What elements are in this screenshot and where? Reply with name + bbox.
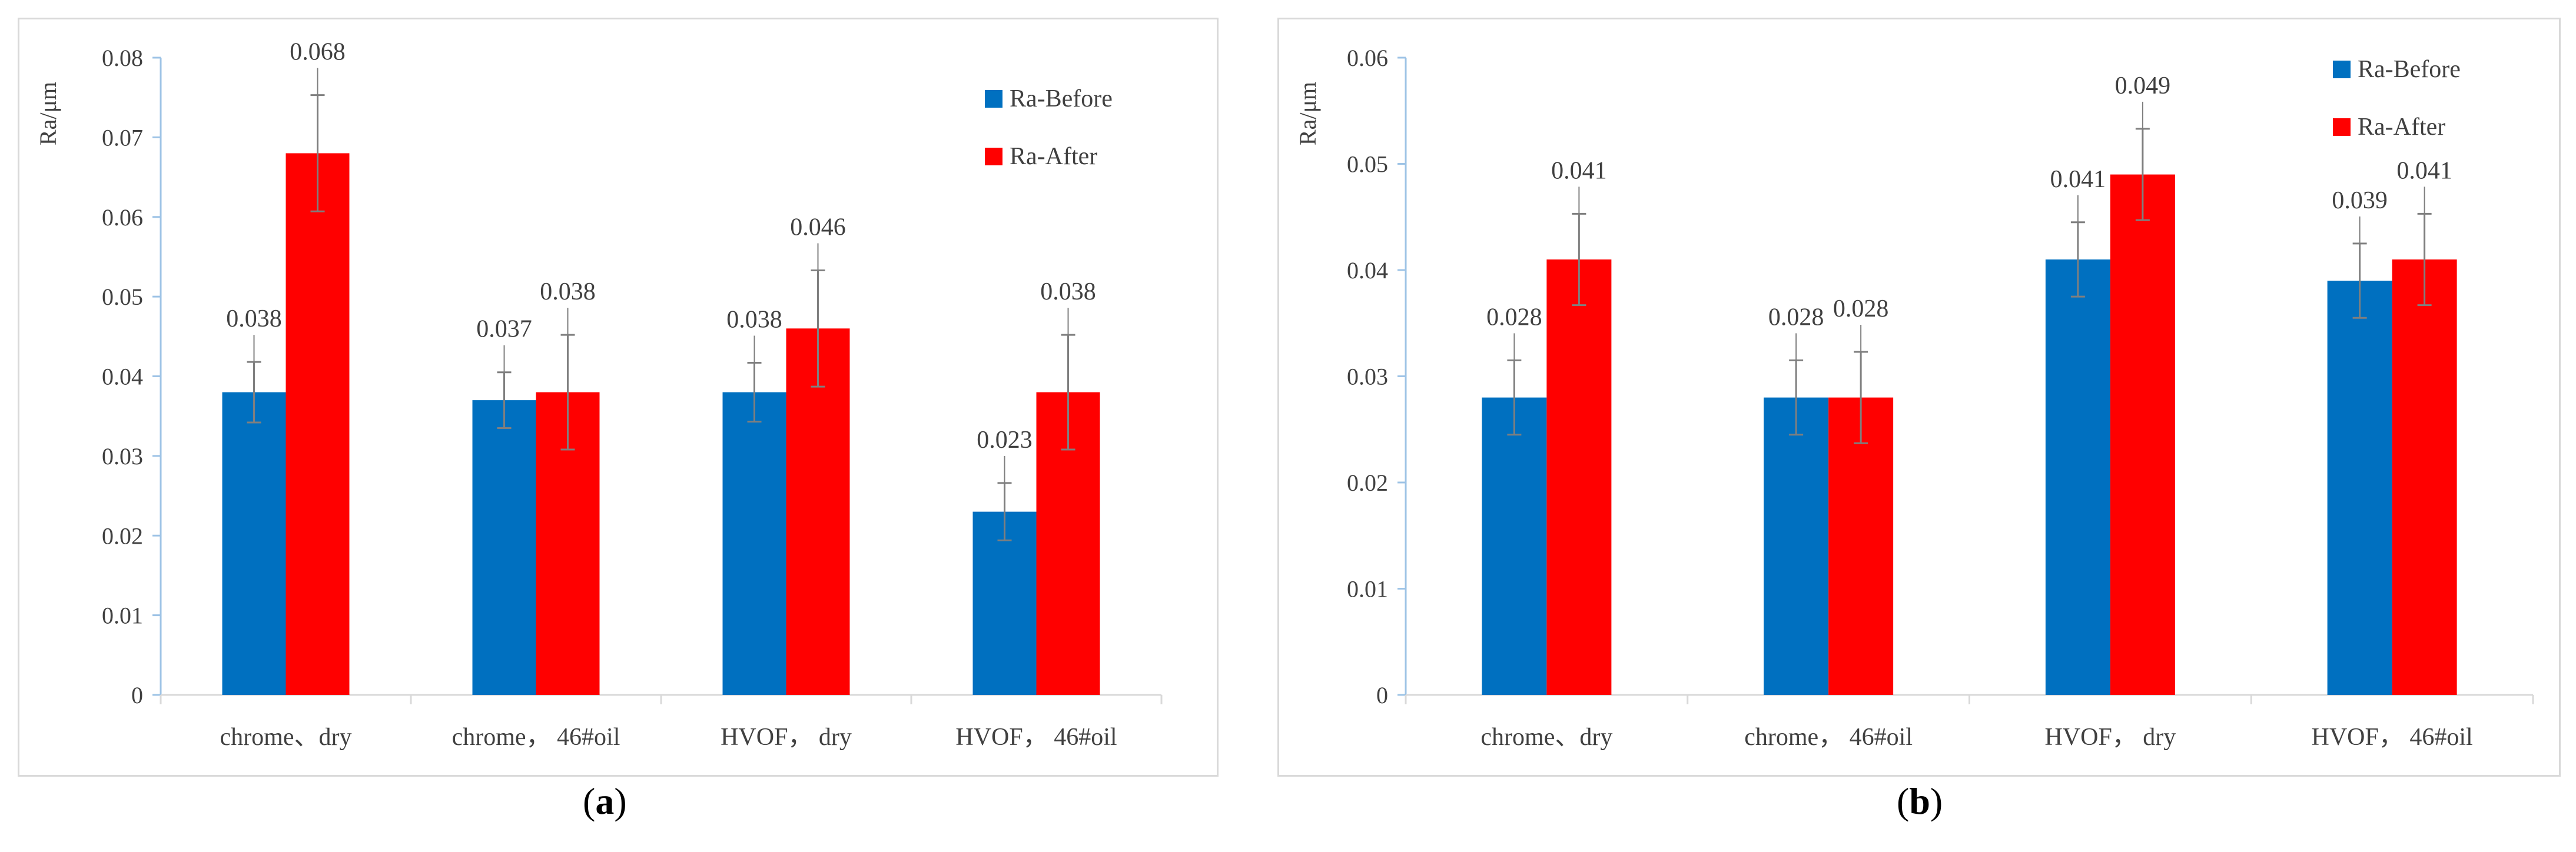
data-label: 0.039 (2332, 187, 2388, 214)
bar-ra-before (1764, 397, 1829, 695)
x-tick-label: chrome、dry (1480, 724, 1612, 751)
data-label: 0.028 (1768, 304, 1824, 331)
y-tick-label: 0.07 (102, 124, 143, 151)
bar-chart-a: 0 0.01 0.02 0.03 0.04 0.05 0.06 0.07 0.08 Ra/μm ch… (35, 39, 1163, 751)
bar-chart-b: 0 0.01 0.02 0.03 0.04 0.05 0.06 Ra/μm chrome、dry… (1294, 45, 2534, 751)
y-axis-title: Ra/μm (1294, 82, 1321, 145)
y-tick-label: 0.03 (1347, 364, 1388, 390)
y-tick-label: 0.06 (1347, 45, 1388, 71)
bar-ra-before (1482, 397, 1547, 695)
y-tick-label: 0 (131, 682, 143, 708)
data-label: 0.028 (1486, 304, 1542, 331)
bar-ra-after (1546, 259, 1612, 695)
y-tick-label: 0.06 (102, 204, 143, 231)
chart-panel-b: 0 0.01 0.02 0.03 0.04 0.05 0.06 Ra/μm chrome、dry… (1277, 18, 2561, 777)
data-label: 0.049 (2115, 72, 2171, 99)
caption-a: (a) (583, 780, 627, 822)
data-label: 0.041 (1551, 157, 1607, 184)
y-tick-label: 0 (1376, 682, 1388, 708)
legend-label: Ra-After (2358, 114, 2445, 141)
data-label: 0.046 (790, 214, 846, 241)
legend-swatch-ra-before (985, 90, 1002, 108)
data-label: 0.038 (1040, 278, 1096, 305)
x-tick-label: HVOF， 46#oil (2312, 724, 2473, 751)
data-label: 0.023 (977, 427, 1033, 454)
bar-ra-after (2110, 174, 2175, 695)
legend-label: Ra-Before (2358, 56, 2461, 83)
bar-ra-after (786, 328, 850, 695)
bar-ra-before (2327, 281, 2392, 695)
data-label: 0.068 (290, 39, 346, 66)
data-label: 0.041 (2050, 166, 2106, 193)
y-tick-label: 0.04 (1347, 257, 1388, 284)
data-label: 0.038 (540, 278, 596, 305)
legend-label: Ra-After (1010, 143, 1097, 170)
y-axis-title: Ra/μm (35, 82, 61, 145)
y-tick-label: 0.02 (102, 522, 143, 549)
legend-swatch-ra-before (2333, 61, 2351, 78)
bar-ra-before (972, 511, 1037, 695)
y-tick-label: 0.02 (1347, 470, 1388, 496)
x-tick-label: HVOF， dry (2044, 724, 2176, 751)
legend-label: Ra-Before (1010, 85, 1113, 112)
bar-ra-before (2045, 259, 2110, 695)
caption-a-letter: a (595, 780, 615, 822)
bar-ra-before (222, 392, 286, 695)
y-tick-label: 0.04 (102, 364, 143, 390)
data-label: 0.028 (1833, 295, 1889, 322)
data-label: 0.041 (2396, 157, 2452, 184)
y-tick-label: 0.01 (102, 603, 143, 629)
bar-ra-before (722, 392, 786, 695)
data-label: 0.037 (476, 316, 532, 343)
chart-panel-a: 0 0.01 0.02 0.03 0.04 0.05 0.06 0.07 0.08 Ra/μm ch… (18, 18, 1219, 777)
bar-ra-before (472, 400, 536, 695)
legend-swatch-ra-after (985, 148, 1002, 165)
x-tick-label: HVOF， dry (721, 724, 852, 751)
y-tick-label: 0.05 (102, 284, 143, 310)
x-tick-label: chrome， 46#oil (1744, 724, 1913, 751)
data-label: 0.038 (726, 306, 782, 333)
x-tick-label: HVOF， 46#oil (955, 724, 1117, 751)
caption-b-letter: b (1909, 780, 1930, 822)
caption-b: (b) (1897, 780, 1943, 822)
y-tick-label: 0.05 (1347, 151, 1388, 178)
y-tick-label: 0.01 (1347, 576, 1388, 603)
data-label: 0.038 (226, 305, 282, 332)
bar-ra-after (286, 153, 350, 695)
legend-swatch-ra-after (2333, 118, 2351, 136)
bar-ra-after (1828, 397, 1894, 695)
y-tick-label: 0.08 (102, 45, 143, 71)
x-tick-label: chrome， 46#oil (452, 724, 620, 751)
bar-ra-after (2392, 259, 2457, 695)
x-tick-label: chrome、dry (220, 724, 352, 751)
y-tick-label: 0.03 (102, 443, 143, 470)
